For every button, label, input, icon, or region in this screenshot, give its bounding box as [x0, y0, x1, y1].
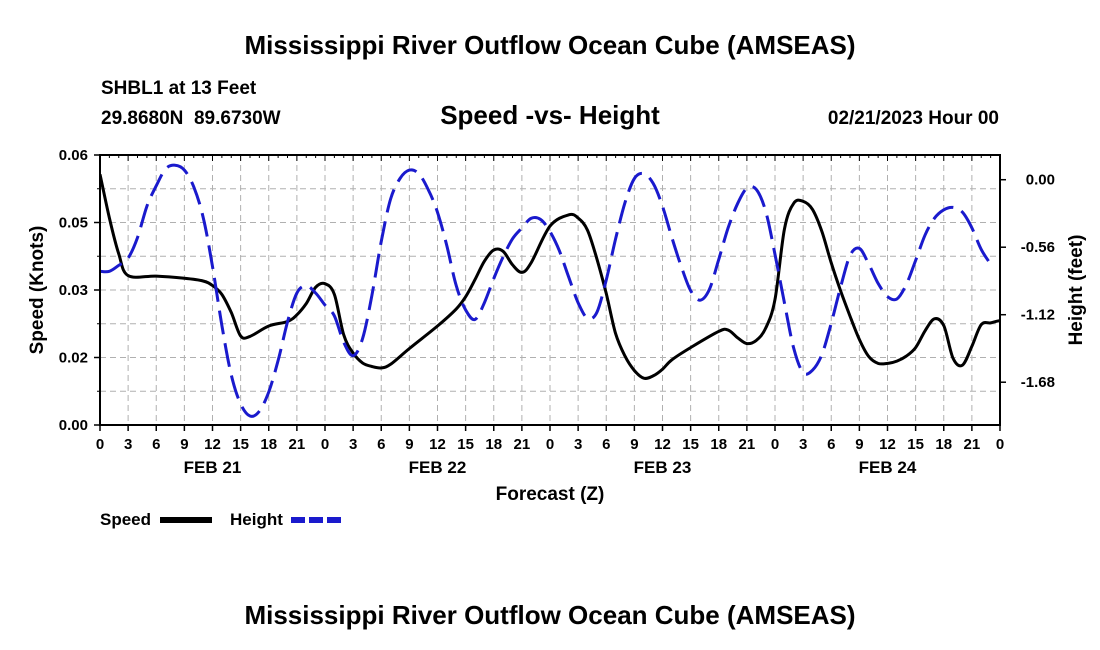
- footer-chart-title: Mississippi River Outflow Ocean Cube (AM…: [244, 600, 855, 630]
- location-label: 29.8680N 89.6730W: [101, 108, 281, 129]
- right-tick-label: 0.00: [1026, 172, 1055, 189]
- legend-height-label: Height: [230, 510, 283, 529]
- x-tick-label: 0: [96, 436, 104, 453]
- x-tick-label: 6: [152, 436, 160, 453]
- x-tick-label: 0: [771, 436, 779, 453]
- run-time-label: 02/21/2023 Hour 00: [828, 108, 999, 129]
- x-tick-label: 12: [204, 436, 221, 453]
- legend-speed-label: Speed: [100, 510, 151, 529]
- x-tick-label: 15: [232, 436, 249, 453]
- x-tick-label: 15: [457, 436, 474, 453]
- x-axis: 0 3 6 9 12 15 18 21 0 3 6 9 12 15 18 21 0 3 6 9 12 15 18 21 0 3 6 9…: [96, 155, 1004, 477]
- legend: Speed Height: [100, 510, 343, 529]
- series-height-line: [100, 163, 992, 418]
- x-tick-label: 18: [485, 436, 502, 453]
- x-tick-label: 21: [964, 436, 981, 453]
- left-tick-label: 0.03: [59, 282, 88, 299]
- x-tick-label: 0: [546, 436, 554, 453]
- right-axis-title: Height (feet): [1066, 235, 1087, 346]
- x-tick-label: 21: [514, 436, 531, 453]
- x-tick-label: 9: [180, 436, 188, 453]
- x-axis-title: Forecast (Z): [496, 484, 605, 505]
- x-tick-label: 6: [602, 436, 610, 453]
- day-label: FEB 22: [409, 458, 467, 477]
- left-tick-label: 0.06: [59, 147, 88, 164]
- x-tick-label: 12: [654, 436, 671, 453]
- right-tick-label: -1.12: [1021, 307, 1055, 324]
- x-tick-label: 3: [799, 436, 807, 453]
- x-tick-label: 18: [260, 436, 277, 453]
- left-axis-title: Speed (Knots): [27, 226, 48, 355]
- x-tick-label: 21: [289, 436, 306, 453]
- x-tick-label: 6: [827, 436, 835, 453]
- x-tick-label: 18: [935, 436, 952, 453]
- day-label: FEB 24: [859, 458, 917, 477]
- chart-title: Mississippi River Outflow Ocean Cube (AM…: [244, 30, 855, 60]
- left-axis: 0.00 0.02 0.03 0.05 0.06: [59, 147, 100, 434]
- x-tick-label: 12: [429, 436, 446, 453]
- x-tick-label: 15: [682, 436, 699, 453]
- series-layer: [100, 163, 1000, 418]
- left-tick-label: 0.02: [59, 350, 88, 367]
- x-tick-label: 6: [377, 436, 385, 453]
- x-tick-label: 18: [710, 436, 727, 453]
- x-tick-label: 12: [879, 436, 896, 453]
- x-tick-label: 9: [630, 436, 638, 453]
- series-speed-line: [100, 173, 1000, 380]
- x-tick-label: 3: [124, 436, 132, 453]
- day-label: FEB 21: [184, 458, 242, 477]
- station-label: SHBL1 at 13 Feet: [101, 78, 257, 99]
- chart-subtitle: Speed -vs- Height: [440, 100, 660, 130]
- x-tick-label: 21: [739, 436, 756, 453]
- right-tick-label: -1.68: [1021, 374, 1055, 391]
- x-tick-label: 15: [907, 436, 924, 453]
- left-tick-label: 0.00: [59, 417, 88, 434]
- x-tick-label: 3: [574, 436, 582, 453]
- left-tick-label: 0.05: [59, 215, 88, 232]
- x-tick-label: 0: [996, 436, 1004, 453]
- right-axis: 0.00 -0.56 -1.12 -1.68: [1000, 172, 1055, 391]
- day-label: FEB 23: [634, 458, 692, 477]
- x-tick-label: 3: [349, 436, 357, 453]
- right-tick-label: -0.56: [1021, 239, 1055, 256]
- x-tick-label: 0: [321, 436, 329, 453]
- x-tick-label: 9: [405, 436, 413, 453]
- x-tick-label: 9: [855, 436, 863, 453]
